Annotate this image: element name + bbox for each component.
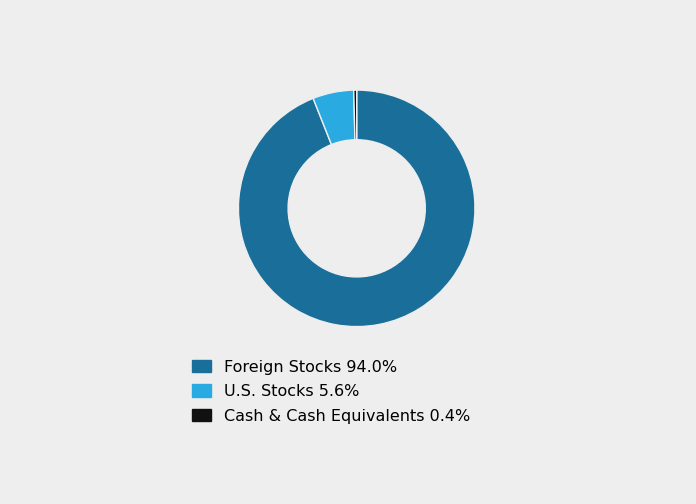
Wedge shape: [354, 90, 357, 140]
Legend: Foreign Stocks 94.0%, U.S. Stocks 5.6%, Cash & Cash Equivalents 0.4%: Foreign Stocks 94.0%, U.S. Stocks 5.6%, …: [192, 359, 470, 424]
Wedge shape: [239, 90, 475, 327]
Wedge shape: [313, 90, 355, 145]
